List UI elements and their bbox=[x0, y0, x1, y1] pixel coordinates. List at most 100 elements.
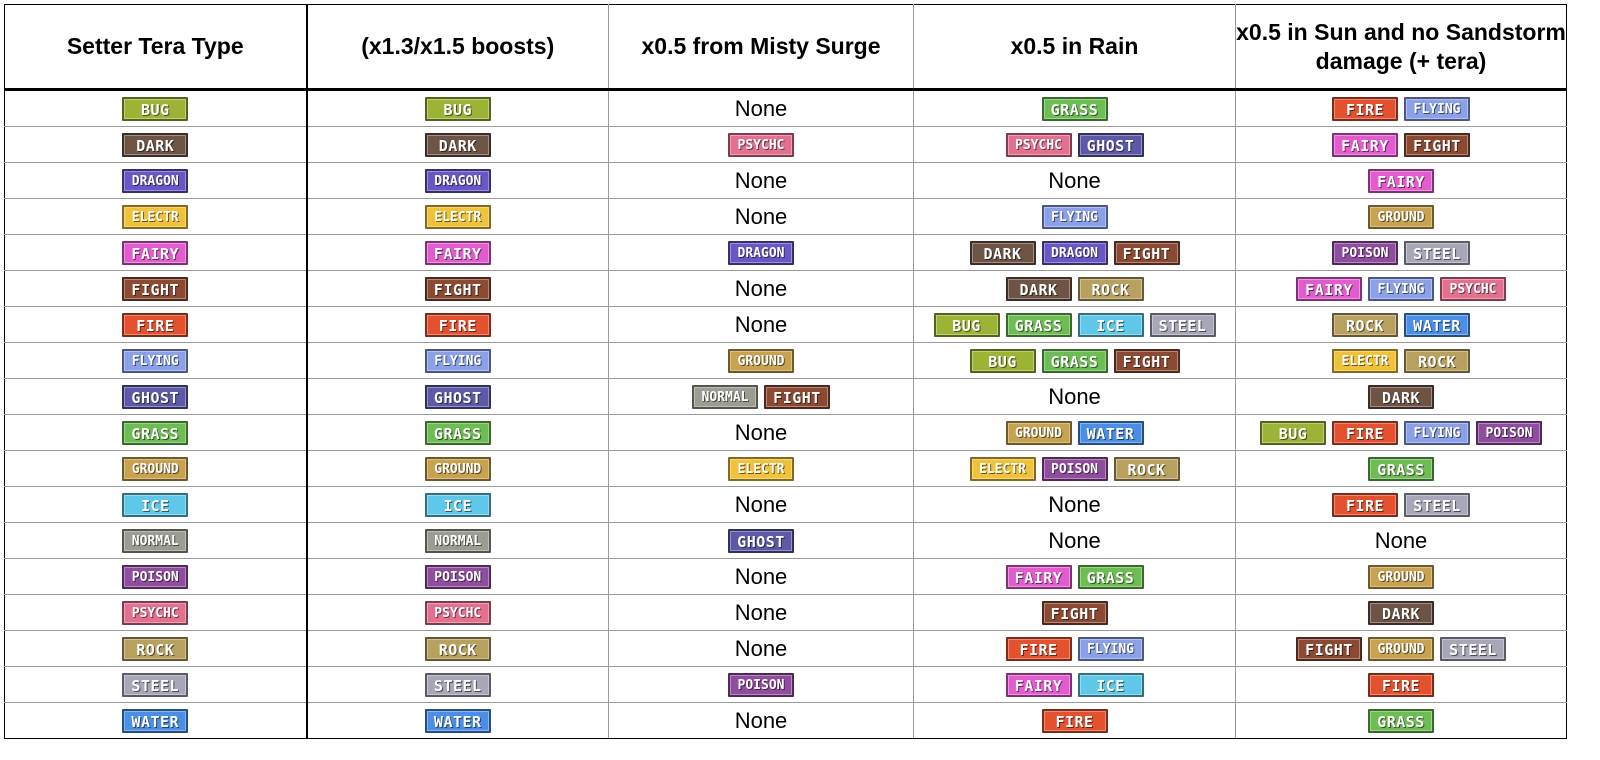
header-sun: x0.5 in Sun and no Sandstorm damage (+ t… bbox=[1235, 4, 1567, 91]
type-badge-fight: FIGHT bbox=[424, 276, 491, 301]
type-badge-rock: ROCK bbox=[122, 636, 189, 661]
type-badge-water: WATER bbox=[424, 708, 491, 733]
boosts-cell: ICE bbox=[305, 486, 609, 523]
type-badge-dragon: DRAGON bbox=[122, 168, 189, 193]
table-row: DRAGON DRAGON None None FAIRY bbox=[4, 162, 1567, 199]
sun-cell: FAIRY FIGHT bbox=[1235, 126, 1567, 163]
sun-cell: FAIRY bbox=[1235, 162, 1567, 199]
rain-cell: FAIRY ICE bbox=[913, 666, 1236, 703]
type-badge-psychc: PSYCHC bbox=[424, 600, 491, 625]
type-badge-electr: ELECTR bbox=[424, 204, 491, 229]
type-badge-ice: ICE bbox=[424, 492, 491, 517]
type-badge-dark: DARK bbox=[1368, 384, 1434, 409]
boosts-cell: FIGHT bbox=[305, 270, 609, 307]
sun-cell: FAIRY FLYING PSYCHC bbox=[1235, 270, 1567, 307]
type-badge-normal: NORMAL bbox=[122, 528, 189, 553]
none-text: None bbox=[734, 707, 788, 733]
boosts-cell: NORMAL bbox=[305, 522, 609, 559]
type-badge-bug: BUG bbox=[122, 96, 189, 121]
misty-surge-cell: PSYCHC bbox=[608, 126, 914, 163]
type-badge-grass: GRASS bbox=[1077, 564, 1144, 589]
boosts-cell: POISON bbox=[305, 558, 609, 595]
type-badge-steel: STEEL bbox=[122, 672, 189, 697]
type-badge-poison: POISON bbox=[1332, 240, 1398, 265]
setter-cell: STEEL bbox=[4, 666, 307, 703]
type-badge-fight: FIGHT bbox=[1113, 240, 1180, 265]
misty-surge-cell: None bbox=[608, 594, 914, 631]
none-text: None bbox=[734, 491, 788, 517]
type-badge-ground: GROUND bbox=[1005, 420, 1072, 445]
type-badge-electr: ELECTR bbox=[122, 204, 189, 229]
table-row: ROCK ROCK None FIRE FLYING FIGHT GROUND STEEL bbox=[4, 630, 1567, 667]
rain-cell: PSYCHC GHOST bbox=[913, 126, 1236, 163]
type-badge-dark: DARK bbox=[1005, 276, 1072, 301]
setter-cell: ICE bbox=[4, 486, 307, 523]
none-text: None bbox=[1374, 527, 1428, 553]
type-badge-electr: ELECTR bbox=[1332, 348, 1398, 373]
sun-cell: POISON STEEL bbox=[1235, 234, 1567, 271]
type-badge-rock: ROCK bbox=[1404, 348, 1470, 373]
type-badge-fire: FIRE bbox=[424, 312, 491, 337]
type-badge-ground: GROUND bbox=[1368, 636, 1434, 661]
type-badge-water: WATER bbox=[122, 708, 189, 733]
rain-cell: None bbox=[913, 522, 1236, 559]
type-badge-grass: GRASS bbox=[1368, 708, 1434, 733]
misty-surge-cell: None bbox=[608, 630, 914, 667]
type-badge-steel: STEEL bbox=[1149, 312, 1216, 337]
type-badge-electr: ELECTR bbox=[969, 456, 1036, 481]
type-badge-poison: POISON bbox=[122, 564, 189, 589]
type-badge-flying: FLYING bbox=[1404, 96, 1470, 121]
boosts-cell: GHOST bbox=[305, 378, 609, 415]
type-badge-fairy: FAIRY bbox=[1005, 672, 1072, 697]
sun-cell: GROUND bbox=[1235, 558, 1567, 595]
sun-cell: FIRE STEEL bbox=[1235, 486, 1567, 523]
setter-cell: ELECTR bbox=[4, 198, 307, 235]
none-text: None bbox=[734, 599, 788, 625]
type-badge-rock: ROCK bbox=[1077, 276, 1144, 301]
misty-surge-cell: None bbox=[608, 486, 914, 523]
misty-surge-cell: None bbox=[608, 89, 914, 127]
type-badge-water: WATER bbox=[1077, 420, 1144, 445]
boosts-cell: GROUND bbox=[305, 450, 609, 487]
tera-type-table: Setter Tera Type (x1.3/x1.5 boosts) x0.5… bbox=[4, 4, 1567, 739]
boosts-cell: GRASS bbox=[305, 414, 609, 451]
setter-cell: WATER bbox=[4, 702, 307, 739]
none-text: None bbox=[734, 95, 788, 121]
table-row: FLYING FLYING GROUND BUG GRASS FIGHT ELECTR ROC… bbox=[4, 342, 1567, 379]
rain-cell: None bbox=[913, 486, 1236, 523]
none-text: None bbox=[734, 167, 788, 193]
type-badge-bug: BUG bbox=[424, 96, 491, 121]
boosts-cell: ELECTR bbox=[305, 198, 609, 235]
rain-cell: BUG GRASS ICE STEEL bbox=[913, 306, 1236, 343]
type-badge-fire: FIRE bbox=[1332, 96, 1398, 121]
type-badge-ghost: GHOST bbox=[122, 384, 189, 409]
type-badge-poison: POISON bbox=[424, 564, 491, 589]
type-badge-ice: ICE bbox=[1077, 312, 1144, 337]
none-text: None bbox=[734, 419, 788, 445]
type-badge-ground: GROUND bbox=[1368, 204, 1434, 229]
sun-cell: None bbox=[1235, 522, 1567, 559]
type-badge-poison: POISON bbox=[1041, 456, 1108, 481]
type-badge-dragon: DRAGON bbox=[728, 240, 794, 265]
table-body: BUG BUG None GRASS FIRE FLYING DARK DARK PSYCHC P… bbox=[4, 89, 1567, 739]
type-badge-psychc: PSYCHC bbox=[1005, 132, 1072, 157]
type-badge-ghost: GHOST bbox=[728, 528, 794, 553]
sun-cell: ELECTR ROCK bbox=[1235, 342, 1567, 379]
type-badge-flying: FLYING bbox=[1368, 276, 1434, 301]
type-badge-steel: STEEL bbox=[1404, 492, 1470, 517]
type-badge-fight: FIGHT bbox=[1404, 132, 1470, 157]
type-badge-ground: GROUND bbox=[122, 456, 189, 481]
type-badge-dark: DARK bbox=[1368, 600, 1434, 625]
misty-surge-cell: None bbox=[608, 270, 914, 307]
type-badge-dragon: DRAGON bbox=[424, 168, 491, 193]
type-badge-dragon: DRAGON bbox=[1041, 240, 1108, 265]
rain-cell: FAIRY GRASS bbox=[913, 558, 1236, 595]
sun-cell: GRASS bbox=[1235, 702, 1567, 739]
setter-cell: FIRE bbox=[4, 306, 307, 343]
type-badge-flying: FLYING bbox=[122, 348, 189, 373]
setter-cell: GRASS bbox=[4, 414, 307, 451]
none-text: None bbox=[734, 635, 788, 661]
misty-surge-cell: NORMAL FIGHT bbox=[608, 378, 914, 415]
none-text: None bbox=[734, 203, 788, 229]
misty-surge-cell: GROUND bbox=[608, 342, 914, 379]
